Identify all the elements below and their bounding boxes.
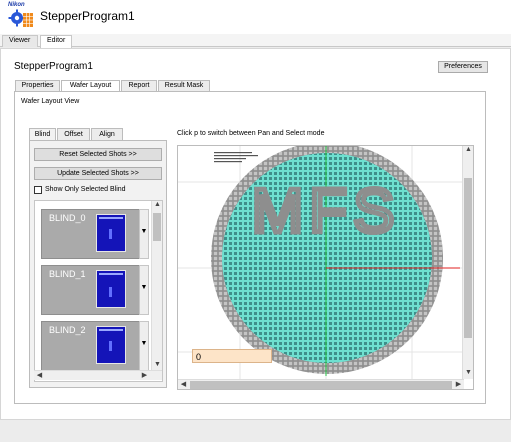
- program-title: StepperProgram1: [14, 61, 93, 72]
- blind-preview: [96, 326, 126, 364]
- scroll-thumb[interactable]: [153, 213, 161, 241]
- blind-dropdown[interactable]: ▼: [139, 321, 149, 371]
- blind-list-hscrollbar[interactable]: ◀ ▶: [34, 370, 162, 380]
- reset-selected-shots-button[interactable]: Reset Selected Shots >>: [34, 148, 162, 161]
- blind-preview: [96, 214, 126, 252]
- scroll-right-icon[interactable]: ▶: [455, 381, 462, 388]
- blind-preview: [96, 270, 126, 308]
- gear-icon: [8, 9, 33, 27]
- show-only-selected-label: Show Only Selected Blind: [45, 186, 126, 193]
- update-selected-shots-button[interactable]: Update Selected Shots >>: [34, 167, 162, 180]
- tab-wafer-layout[interactable]: Wafer Layout: [61, 80, 120, 92]
- shot-value: 0: [196, 352, 202, 362]
- tab-viewer[interactable]: Viewer: [2, 35, 38, 47]
- blind-name: BLIND_0: [49, 213, 86, 223]
- blind-item[interactable]: BLIND_2: [41, 321, 141, 371]
- tab-editor[interactable]: Editor: [40, 35, 72, 48]
- scroll-right-icon[interactable]: ▶: [141, 372, 148, 379]
- chevron-down-icon: ▼: [140, 228, 148, 235]
- show-only-selected-checkbox[interactable]: [34, 186, 42, 194]
- wafer-overlay-text: MFS: [252, 177, 401, 246]
- tab-offset[interactable]: Offset: [57, 128, 90, 140]
- wafer-hscrollbar[interactable]: ◀ ▶: [178, 379, 464, 389]
- tab-report[interactable]: Report: [121, 80, 157, 91]
- mode-hint: Click p to switch between Pan and Select…: [177, 130, 325, 137]
- preferences-button[interactable]: Preferences: [438, 61, 488, 73]
- tab-properties[interactable]: Properties: [15, 80, 60, 91]
- tab-blind[interactable]: Blind: [29, 128, 56, 141]
- tab-align[interactable]: Align: [91, 128, 123, 140]
- wafer-map[interactable]: MFS: [178, 146, 474, 390]
- chevron-down-icon: ▼: [140, 340, 148, 347]
- wafer-dies: [222, 153, 432, 363]
- scroll-left-icon[interactable]: ◀: [36, 372, 43, 379]
- wafer-layout-canvas[interactable]: MFS 0 ▲ ▼ ◀ ▶: [177, 145, 474, 390]
- scroll-thumb[interactable]: [464, 178, 472, 338]
- title-bar: [0, 0, 511, 34]
- shot-value-input[interactable]: 0: [192, 349, 272, 363]
- blind-dropdown[interactable]: ▼: [139, 209, 149, 259]
- blind-name: BLIND_2: [49, 325, 86, 335]
- panel-label: Wafer Layout View: [21, 98, 80, 105]
- blind-item[interactable]: BLIND_0: [41, 209, 141, 259]
- blind-item[interactable]: BLIND_1: [41, 265, 141, 315]
- logo-text: Nikon: [8, 2, 25, 8]
- app-logo: Nikon: [8, 2, 34, 29]
- scroll-up-icon[interactable]: ▲: [465, 146, 472, 153]
- blind-dropdown[interactable]: ▼: [139, 265, 149, 315]
- blind-list-vscrollbar[interactable]: ▲ ▼: [151, 201, 162, 371]
- chevron-down-icon: ▼: [140, 284, 148, 291]
- top-tab-strip: Viewer Editor: [0, 34, 511, 48]
- scroll-thumb[interactable]: [190, 381, 452, 389]
- wafer-vscrollbar[interactable]: ▲ ▼: [462, 146, 473, 379]
- blind-name: BLIND_1: [49, 269, 86, 279]
- scroll-down-icon[interactable]: ▼: [465, 369, 472, 376]
- blind-list[interactable]: BLIND_0 ▼ BLIND_1 ▼ BLIND_2 ▼ ▲ ▼: [34, 200, 163, 382]
- scroll-left-icon[interactable]: ◀: [180, 381, 187, 388]
- scroll-up-icon[interactable]: ▲: [154, 201, 161, 208]
- wafer-info-text: [214, 152, 258, 163]
- scroll-down-icon[interactable]: ▼: [154, 361, 161, 368]
- tab-result-mask[interactable]: Result Mask: [158, 80, 210, 91]
- app-title: StepperProgram1: [40, 9, 135, 23]
